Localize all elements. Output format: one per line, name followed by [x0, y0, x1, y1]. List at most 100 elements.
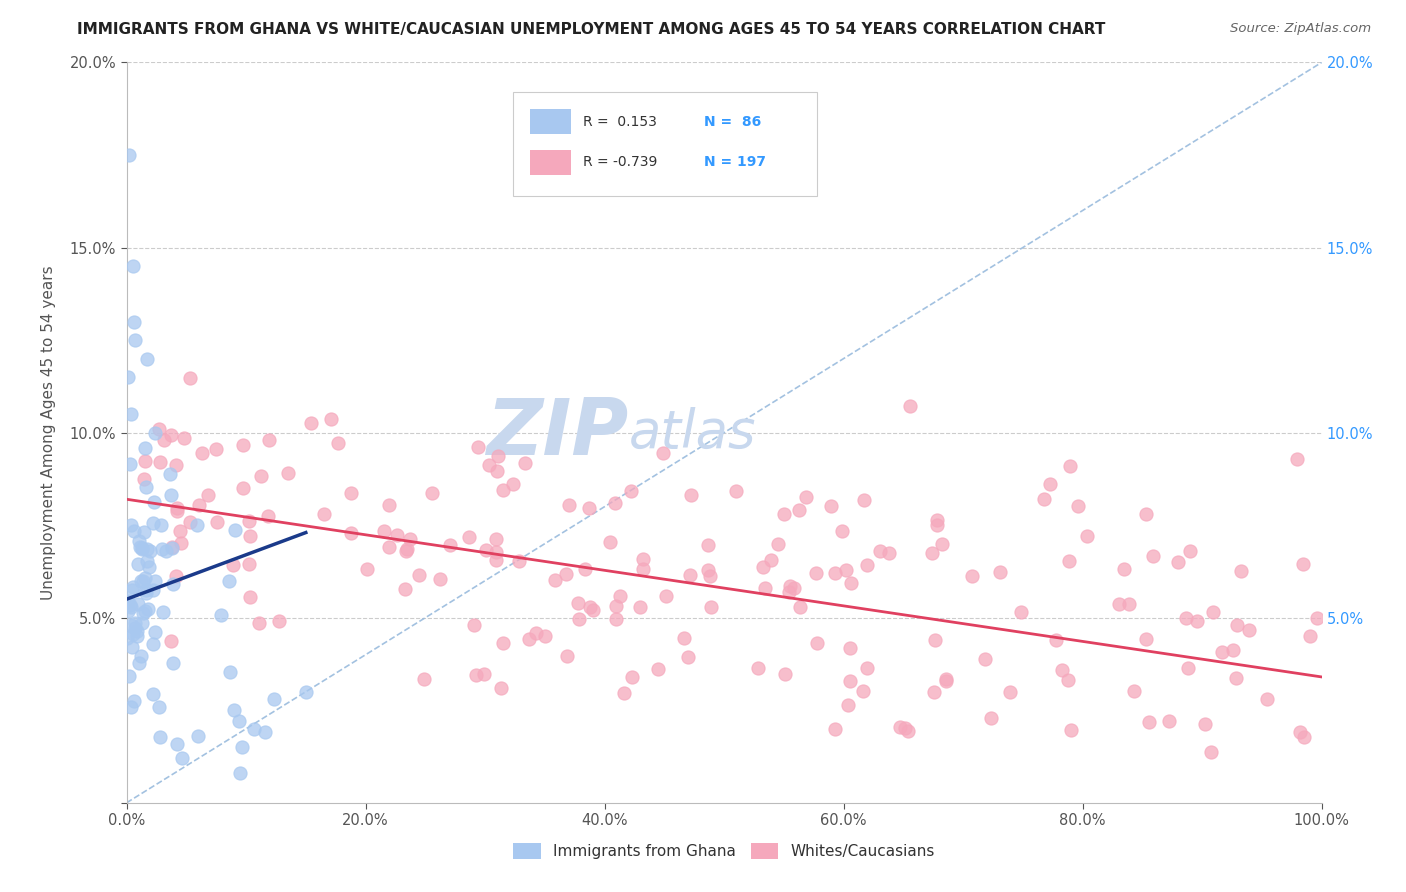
Point	[221, 558, 243, 573]
Point	[136, 542, 159, 557]
Point	[170, 751, 193, 765]
Point	[135, 586, 157, 600]
Point	[152, 605, 174, 619]
Point	[122, 524, 145, 538]
Point	[197, 488, 219, 502]
Point	[856, 558, 879, 572]
Point	[1256, 691, 1278, 706]
Point	[134, 472, 156, 486]
Point	[408, 568, 430, 582]
Point	[1306, 611, 1329, 625]
Point	[218, 574, 240, 589]
Point	[134, 571, 156, 585]
Point	[1112, 562, 1135, 576]
Point	[869, 544, 891, 558]
Point	[253, 725, 276, 739]
Point	[837, 698, 859, 713]
Point	[117, 370, 139, 384]
Point	[1199, 745, 1222, 759]
FancyBboxPatch shape	[530, 150, 571, 175]
Point	[824, 722, 846, 736]
Point	[1291, 557, 1313, 571]
Point	[474, 666, 496, 681]
Point	[672, 631, 695, 645]
Point	[831, 524, 853, 538]
Point	[239, 529, 262, 543]
Point	[398, 532, 420, 546]
Text: R =  0.153: R = 0.153	[583, 115, 657, 128]
Point	[804, 566, 827, 580]
Point	[396, 541, 419, 556]
Point	[179, 515, 201, 529]
Point	[651, 446, 673, 460]
Point	[647, 662, 669, 676]
Point	[724, 483, 747, 498]
Point	[697, 538, 720, 552]
Point	[134, 524, 156, 539]
Point	[841, 576, 863, 591]
Point	[856, 661, 879, 675]
Point	[787, 503, 810, 517]
Point	[263, 692, 285, 706]
Point	[513, 456, 536, 470]
Point	[1122, 684, 1144, 698]
Point	[186, 518, 208, 533]
Point	[1010, 605, 1032, 619]
Point	[118, 148, 141, 162]
Point	[125, 624, 148, 638]
Point	[143, 574, 166, 588]
Point	[1292, 730, 1315, 744]
Point	[120, 407, 142, 421]
Point	[628, 599, 651, 614]
Point	[378, 498, 401, 512]
Point	[1067, 500, 1090, 514]
Point	[205, 442, 228, 456]
Point	[131, 615, 153, 630]
Point	[142, 516, 165, 531]
Point	[179, 371, 201, 385]
Point	[1033, 492, 1056, 507]
Point	[1076, 529, 1098, 543]
Point	[124, 333, 146, 347]
Point	[413, 673, 436, 687]
Point	[135, 351, 157, 366]
Point	[478, 458, 501, 472]
Point	[1157, 714, 1180, 728]
Point	[631, 562, 654, 576]
Point	[1230, 565, 1253, 579]
Point	[696, 563, 718, 577]
Point	[894, 722, 917, 736]
Point	[312, 507, 335, 521]
Point	[319, 411, 342, 425]
Point	[1226, 618, 1249, 632]
Point	[188, 498, 211, 512]
Point	[1177, 661, 1199, 675]
Point	[1222, 642, 1244, 657]
Point	[165, 458, 187, 472]
Point	[118, 458, 141, 472]
Point	[149, 455, 172, 469]
Point	[128, 534, 150, 549]
Point	[877, 546, 900, 560]
Point	[1239, 624, 1261, 638]
Point	[135, 582, 157, 597]
Point	[699, 569, 721, 583]
Point	[794, 490, 817, 504]
Point	[465, 667, 488, 681]
Point	[1060, 723, 1083, 737]
Point	[340, 486, 363, 500]
Point	[394, 582, 416, 596]
Point	[122, 314, 145, 328]
Point	[256, 508, 278, 523]
Point	[772, 507, 794, 521]
Point	[228, 714, 250, 729]
Point	[277, 466, 299, 480]
Point	[554, 566, 576, 581]
Point	[257, 433, 280, 447]
Point	[118, 669, 141, 683]
Point	[422, 486, 444, 500]
Point	[924, 632, 946, 647]
Point	[142, 495, 165, 509]
Point	[143, 625, 166, 640]
Point	[149, 730, 172, 744]
